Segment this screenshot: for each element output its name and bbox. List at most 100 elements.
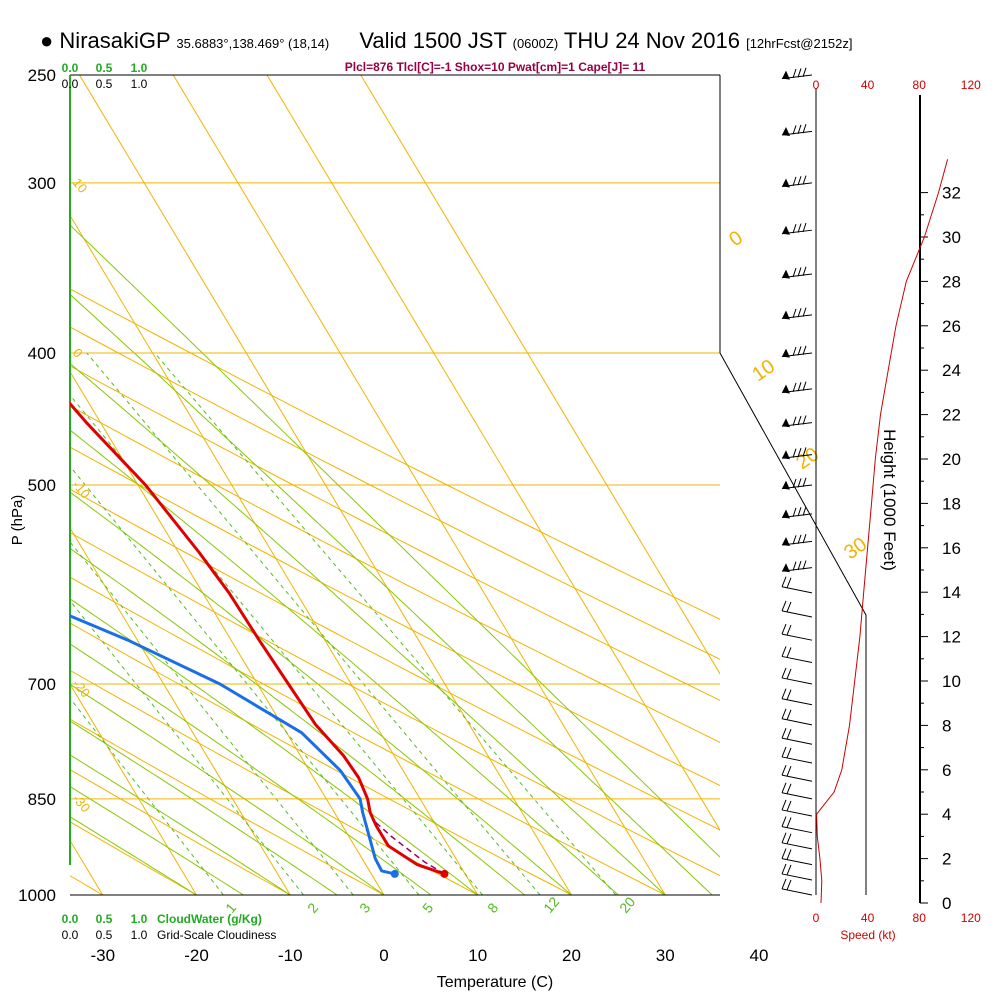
wind-barb-feather bbox=[792, 561, 797, 571]
temperature-tick-label: 30 bbox=[656, 946, 675, 965]
moist-adiabat bbox=[70, 683, 385, 895]
wind-barb-feather bbox=[786, 709, 792, 720]
height-tick-label: 26 bbox=[942, 317, 961, 336]
wind-barb-feather bbox=[781, 878, 787, 890]
moist-adiabat bbox=[70, 293, 713, 895]
wind-barb-feather bbox=[797, 124, 802, 134]
moist-adiabat bbox=[70, 720, 338, 895]
speed-tick-bottom: 120 bbox=[961, 911, 981, 925]
wind-barb-feather bbox=[802, 560, 807, 570]
wind-barb-feather bbox=[786, 864, 792, 876]
height-tick-label: 24 bbox=[942, 361, 961, 380]
wind-barb bbox=[781, 698, 813, 706]
wind-speed-profile bbox=[816, 159, 949, 904]
wind-barb-feather bbox=[797, 267, 802, 277]
mixing-ratio-label: 8 bbox=[484, 900, 501, 916]
moist-adiabat bbox=[70, 429, 619, 895]
wind-barb-feather bbox=[786, 601, 792, 613]
wind-barb-feather bbox=[792, 507, 797, 518]
stability-indices: Plcl=876 Tlcl[C]=-1 Shox=10 Pwat[cm]=1 C… bbox=[345, 60, 646, 74]
wind-barb-pennant bbox=[782, 70, 790, 80]
speed-tick-top: 80 bbox=[913, 78, 927, 92]
zulu-time: (0600Z) bbox=[512, 36, 559, 51]
wind-barb-pennant bbox=[782, 178, 790, 188]
wind-barb-feather bbox=[792, 478, 797, 489]
cloudwater-scale-top: 0.5 bbox=[96, 61, 113, 75]
wind-barb bbox=[781, 888, 813, 896]
dry-adiabat bbox=[70, 405, 720, 743]
isotherm-label: -30 bbox=[70, 791, 94, 815]
wind-barb-pennant bbox=[782, 563, 790, 573]
dry-adiabat bbox=[70, 326, 720, 660]
wind-barb-feather bbox=[792, 448, 797, 458]
height-tick-label: 22 bbox=[942, 406, 961, 425]
wind-barb-feather bbox=[781, 646, 787, 657]
dry-adiabat bbox=[70, 576, 666, 895]
wind-barb-pennant bbox=[782, 269, 790, 279]
dry-adiabat bbox=[70, 622, 572, 895]
surface-dewpoint-marker bbox=[390, 869, 399, 878]
wind-barb-pennant bbox=[782, 418, 790, 428]
height-tick-label: 8 bbox=[942, 716, 951, 735]
height-tick-label: 10 bbox=[942, 672, 961, 691]
dewpoint-trace bbox=[70, 614, 396, 876]
wind-barb-feather bbox=[786, 833, 792, 845]
cloudwater-scale-top: 1.0 bbox=[131, 61, 148, 75]
wind-barb-feather bbox=[786, 689, 792, 700]
speed-tick-top: 40 bbox=[861, 78, 875, 92]
mixing-ratio-line bbox=[70, 394, 483, 895]
wind-barb-feather bbox=[786, 879, 792, 891]
dry-adiabat bbox=[70, 288, 720, 620]
wind-barb-feather bbox=[781, 832, 787, 843]
speed-tick-top: 0 bbox=[813, 78, 820, 92]
wind-barb-feather bbox=[781, 727, 787, 739]
wind-barb bbox=[781, 826, 813, 834]
height-axis-label: Height (1000 Feet) bbox=[880, 429, 899, 571]
wind-barb-feather bbox=[797, 415, 802, 426]
wind-barb-feather bbox=[792, 125, 797, 135]
wind-barb-feather bbox=[797, 382, 802, 392]
theta-label: 0 bbox=[725, 227, 747, 251]
cloudiness-scale-top: 0.0 bbox=[62, 77, 79, 91]
theta-label: 20 bbox=[792, 443, 823, 474]
wind-barb-feather bbox=[781, 863, 787, 875]
wind-barb-feather bbox=[786, 577, 792, 588]
dry-adiabat bbox=[70, 769, 291, 895]
station-name: NirasakiGP bbox=[59, 28, 171, 53]
height-tick-label: 20 bbox=[942, 450, 961, 469]
wind-barb-feather bbox=[781, 576, 787, 587]
height-tick-label: 6 bbox=[942, 761, 951, 780]
wind-barb-feather bbox=[797, 507, 802, 517]
temperature-trace bbox=[70, 401, 445, 876]
moist-adiabat bbox=[70, 362, 666, 895]
cloudwater-scale-top: 0.0 bbox=[62, 61, 79, 75]
wind-barb-feather bbox=[802, 175, 807, 185]
wind-barb-feather bbox=[802, 222, 807, 233]
wind-barb-feather bbox=[797, 223, 802, 233]
wind-barb-feather bbox=[781, 799, 787, 811]
wind-barb-feather bbox=[786, 800, 792, 812]
pressure-tick-label: 500 bbox=[28, 476, 56, 495]
wind-barb-feather bbox=[781, 848, 787, 859]
isotherm-line bbox=[70, 526, 291, 895]
mixing-ratio-label: 3 bbox=[356, 900, 373, 916]
wind-barb-feather bbox=[797, 478, 802, 488]
wind-barb-feather bbox=[802, 415, 807, 425]
wind-barb-feather bbox=[786, 624, 792, 636]
height-tick-label: 2 bbox=[942, 850, 951, 869]
cloudwater-scale-bottom: 0.5 bbox=[96, 912, 113, 926]
wind-barb-pennant bbox=[782, 480, 790, 490]
wind-barb-feather bbox=[802, 307, 807, 317]
cloudiness-scale-bottom: 0.5 bbox=[96, 928, 113, 942]
temperature-tick-label: 10 bbox=[468, 946, 487, 965]
y-axis-label: P (hPa) bbox=[9, 495, 26, 546]
mixing-ratio-line bbox=[70, 465, 420, 895]
height-tick-label: 0 bbox=[942, 894, 951, 913]
station-coords: 35.6883°,138.469° (18,14) bbox=[176, 36, 330, 51]
pressure-tick-label: 700 bbox=[28, 675, 56, 694]
speed-tick-top: 120 bbox=[961, 78, 981, 92]
wind-barb-feather bbox=[797, 560, 802, 571]
wind-barb-feather bbox=[802, 67, 807, 77]
